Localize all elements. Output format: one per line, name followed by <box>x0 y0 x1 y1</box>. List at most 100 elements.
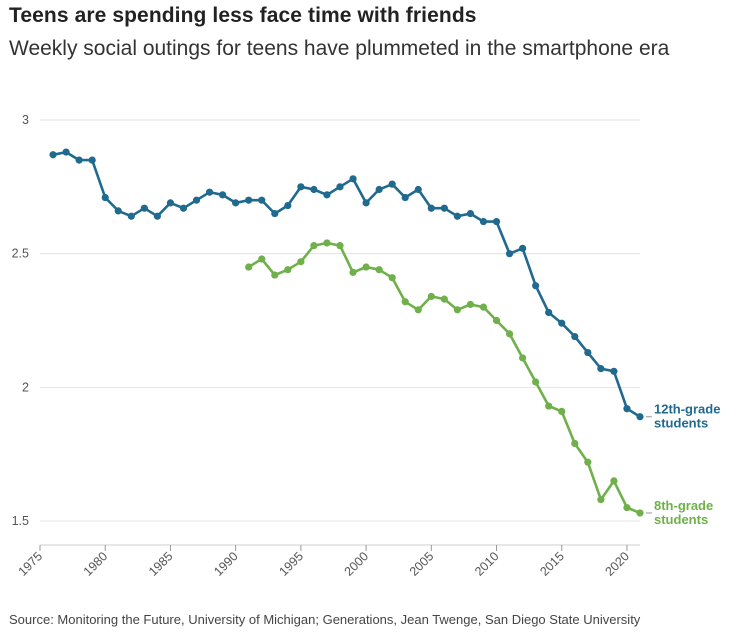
12th-grade-students-point <box>401 193 409 202</box>
12th-grade-students-point <box>505 250 514 258</box>
8th-grade-students-point <box>479 303 488 311</box>
8th-grade-students-point <box>466 300 475 309</box>
12th-grade-students-point <box>375 185 383 194</box>
axes: 1.5 2 2.5 3 1975 1980 1985 1990 1995 2000 2005 2010… <box>12 113 640 579</box>
12th-grade-students-point <box>571 332 579 341</box>
8th-grade-students-point <box>519 354 527 362</box>
12th-grade-students-point <box>88 156 96 164</box>
12th-grade-students-point <box>597 365 605 373</box>
8th-grade-students-point <box>284 266 292 274</box>
8th-grade-students-point <box>453 306 461 314</box>
12th-grade-students-point <box>362 199 370 207</box>
8th-grade-students-point <box>545 402 553 410</box>
x-tick-label: 1995 <box>276 549 306 579</box>
12th-grade-students-point <box>479 217 488 226</box>
12th-grade-students-point <box>440 204 448 212</box>
y-tick-label: 1.5 <box>12 514 29 528</box>
12th-grade-students-label-line: students <box>654 416 708 431</box>
x-tick-label: 2010 <box>472 549 502 579</box>
8th-grade-students-label-line: 8th-grade <box>654 498 713 513</box>
12th-grade-students-point <box>127 212 135 220</box>
series <box>49 148 644 517</box>
x-tick-label: 2005 <box>407 549 437 579</box>
12th-grade-students-point <box>545 308 553 317</box>
12th-grade-students-point <box>427 204 435 212</box>
8th-grade-students-point <box>571 439 579 448</box>
8th-grade-students-point <box>336 242 344 250</box>
12th-grade-students-point <box>414 185 422 194</box>
8th-grade-students-point <box>597 496 605 504</box>
12th-grade-students-point <box>519 244 527 252</box>
y-tick-label: 2.5 <box>12 247 29 261</box>
y-tick-label: 3 <box>22 113 29 127</box>
12th-grade-students-point <box>179 204 188 212</box>
12th-grade-students-point <box>140 204 148 212</box>
x-tick-label: 2015 <box>537 549 567 579</box>
12th-grade-students-point <box>323 191 331 199</box>
12th-grade-students-point <box>636 413 644 421</box>
x-tick-label: 1975 <box>16 549 46 579</box>
12th-grade-students-label: 12th-grade students <box>654 402 720 431</box>
12th-grade-students-point <box>453 212 461 220</box>
12th-grade-students-point <box>271 209 279 218</box>
12th-grade-students-point <box>284 201 292 210</box>
8th-grade-students-point <box>492 316 501 325</box>
8th-grade-students-point <box>427 292 435 301</box>
8th-grade-students-point <box>623 504 631 512</box>
12th-grade-students-point <box>114 207 122 215</box>
8th-grade-students-point <box>271 271 279 279</box>
x-tick-label: 2020 <box>603 549 633 579</box>
8th-grade-students-point <box>401 298 409 306</box>
12th-grade-students-point <box>623 405 631 413</box>
chart-title: Teens are spending less face time with f… <box>9 4 477 27</box>
12th-grade-students-point <box>245 196 253 204</box>
8th-grade-students-line <box>247 241 642 515</box>
8th-grade-students-point <box>532 378 540 386</box>
8th-grade-students-point <box>375 266 383 274</box>
x-tick-label: 1980 <box>81 549 111 579</box>
12th-grade-students-point <box>192 196 201 204</box>
12th-grade-students-point <box>219 191 227 199</box>
8th-grade-students-point <box>610 477 618 485</box>
12th-grade-students-point <box>532 282 540 290</box>
12th-grade-students-line <box>51 150 642 419</box>
x-tick-label: 1985 <box>146 549 176 579</box>
8th-grade-students-point <box>323 239 331 247</box>
chart-subtitle: Weekly social outings for teens have plu… <box>9 37 670 60</box>
8th-grade-students-point <box>440 295 448 303</box>
12th-grade-students-point <box>258 196 266 204</box>
12th-grade-students-label-line: 12th-grade <box>654 402 720 417</box>
12th-grade-students-point <box>297 183 305 191</box>
8th-grade-students-point <box>636 509 644 517</box>
12th-grade-students-point <box>388 180 396 188</box>
12th-grade-students-point <box>49 151 57 159</box>
12th-grade-students-point <box>232 199 240 207</box>
12th-grade-students-point <box>584 348 592 357</box>
8th-grade-students-point <box>388 274 396 282</box>
12th-grade-students-point <box>62 148 70 156</box>
8th-grade-students-point <box>558 407 566 415</box>
12th-grade-students-point <box>466 209 475 218</box>
12th-grade-students-point <box>558 319 566 327</box>
8th-grade-students-point <box>584 458 592 466</box>
12th-grade-students-point <box>349 175 357 183</box>
8th-grade-students-point <box>349 268 357 276</box>
8th-grade-students-point <box>297 258 305 266</box>
x-tick-label: 2000 <box>342 549 372 579</box>
12th-grade-students-point <box>492 217 501 226</box>
12th-grade-students-point <box>610 367 618 375</box>
8th-grade-students-point <box>310 242 318 250</box>
y-tick-label: 2 <box>22 380 29 394</box>
gridlines <box>40 119 640 522</box>
12th-grade-students-point <box>166 199 175 207</box>
12th-grade-students-point <box>153 212 161 220</box>
12th-grade-students-point <box>75 156 83 164</box>
8th-grade-students-label-line: students <box>654 512 708 527</box>
8th-grade-students-label: 8th-grade students <box>654 498 713 527</box>
12th-grade-students-point <box>336 183 344 191</box>
source-note: Source: Monitoring the Future, Universit… <box>9 612 641 627</box>
12th-grade-students-point <box>310 185 318 194</box>
12th-grade-students-point <box>205 188 214 196</box>
